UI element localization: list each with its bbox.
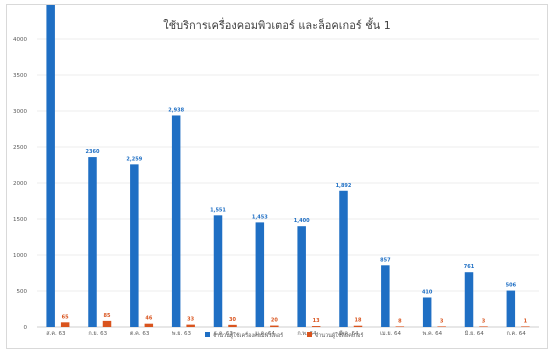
data-label-computer: 1,892 [336,183,352,189]
x-tick-label: พ.ย. 63 [172,331,192,337]
data-label-locker: 85 [104,313,111,319]
bar-locker [437,326,446,327]
legend-label-locker: จำนวนผู้ใช้ล็อคเกอร์ [315,331,363,339]
data-label-computer: 1,551 [210,207,226,213]
data-label-computer: 506 [506,283,517,289]
data-label-locker: 8 [398,318,402,324]
data-labels: 5374652360852,259462,938331,551301,45320… [62,107,528,324]
bar-computer [339,190,348,327]
bar-computer [297,226,306,327]
x-axis-ticks: ส.ค. 63 ก.ย. 63 ต.ค. 63 พ.ย. 63 ธ.ค. 63 ม.ค. … [46,330,526,337]
bar-computer [464,272,474,327]
data-label-computer: 1,400 [294,218,310,224]
data-label-computer: 857 [380,257,391,263]
bar-locker [395,326,405,327]
bar-locker [311,326,321,327]
bar-computer [381,265,390,327]
bar-locker [521,326,530,327]
bar-locker [186,324,195,327]
bar-computer [46,5,55,328]
x-tick-label: เม.ย. 64 [380,331,401,337]
y-tick-label: 1500 [13,217,27,223]
chart-title: ใช้บริการเครื่องคอมพิวเตอร์ และล็อคเกอร์… [163,17,390,32]
data-label-locker: 20 [271,318,278,324]
legend: จำนวนผู้ใช้เครื่องคอมพิวเตอร์ จำนวนผู้ใช… [205,331,363,339]
bar-locker [270,325,279,327]
y-axis-ticks: 0 500 1000 1500 2000 2500 3000 3500 4000 [13,37,28,331]
x-tick-label: ก.ย. 63 [88,331,107,337]
bar-computer [171,115,181,328]
bar-computer [255,222,265,327]
y-tick-label: 500 [17,289,28,295]
bar-locker [102,320,112,327]
x-tick-label: มี.ค. 64 [339,330,359,337]
bar-computer [88,157,97,327]
y-tick-label: 1000 [13,253,27,259]
data-label-computer: 1,453 [252,214,268,220]
bar-computer [213,215,223,327]
data-label-computer: 410 [422,289,433,295]
bar-locker [60,322,70,327]
bar-locker [228,324,237,327]
data-label-computer: 2,259 [126,156,142,162]
y-tick-label: 2000 [13,181,27,187]
data-label-locker: 3 [440,318,444,324]
x-tick-label: ต.ค. 63 [130,331,150,337]
data-label-locker: 18 [355,318,362,324]
gridlines [37,38,539,328]
chart-svg: ใช้บริการเครื่องคอมพิวเตอร์ และล็อคเกอร์… [13,5,539,339]
x-tick-label: ธ.ค. 63 [214,330,234,337]
bar-computer [130,164,139,327]
chart-frame: ใช้บริการเครื่องคอมพิวเตอร์ และล็อคเกอร์… [6,4,548,349]
x-tick-label: พ.ค. 64 [423,331,443,337]
data-label-locker: 33 [187,317,194,323]
bar-locker [144,323,154,327]
data-label-locker: 13 [313,318,320,324]
data-label-locker: 1 [524,318,528,324]
data-label-locker: 65 [62,314,69,320]
bar-locker [479,326,488,327]
data-label-locker: 30 [229,317,236,323]
y-tick-label: 3500 [13,73,27,79]
legend-swatch-locker [307,332,312,337]
x-tick-label: ม.ค. 64 [255,331,275,337]
y-tick-label: 3000 [13,109,27,115]
x-tick-label: ส.ค. 63 [46,330,66,337]
y-tick-label: 2500 [13,145,27,151]
bars [46,5,530,328]
data-label-computer: 2,938 [168,107,184,113]
bar-locker [353,325,363,327]
y-tick-label: 0 [24,325,28,331]
data-label-computer: 2360 [86,149,100,155]
legend-swatch-computer [205,332,210,337]
data-label-computer: 761 [464,264,475,270]
x-tick-label: มิ.ย. 64 [464,330,484,337]
bar-computer [506,290,516,327]
y-tick-label: 4000 [13,37,27,43]
legend-label-computer: จำนวนผู้ใช้เครื่องคอมพิวเตอร์ [213,331,283,339]
data-label-locker: 46 [145,316,152,322]
data-label-locker: 3 [482,318,486,324]
x-tick-label: ก.ค. 64 [506,331,526,337]
bar-computer [422,297,432,327]
